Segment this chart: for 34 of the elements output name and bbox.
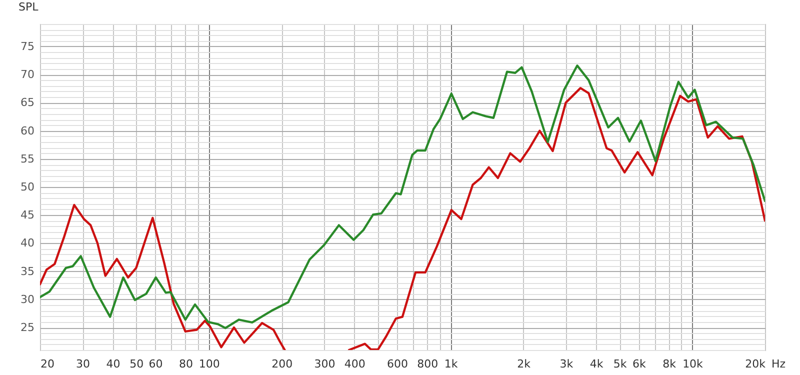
x-tick-label: 400 [344, 358, 366, 370]
x-tick-label: 100 [198, 358, 220, 370]
x-tick-label: 1k [444, 358, 458, 370]
x-axis-title: Hz [772, 358, 786, 370]
x-tick-label: 20 [40, 358, 54, 370]
x-tick-label: 600 [386, 358, 408, 370]
x-tick-label: 2k [517, 358, 532, 370]
y-axis-title: SPL [18, 0, 40, 14]
x-tick-label: 50 [130, 358, 144, 370]
x-tick-label: 800 [417, 358, 438, 370]
y-tick-label: 70 [20, 68, 34, 82]
x-tick-label: 300 [314, 358, 336, 370]
y-tick-label: 45 [20, 208, 34, 222]
x-tick-label: 200 [272, 358, 293, 370]
x-tick-label: 5k [613, 358, 628, 370]
y-tick-label: 55 [20, 152, 34, 166]
y-tick-label: 75 [20, 40, 34, 53]
x-tick-label: 80 [179, 358, 193, 370]
x-tick-label: 6k [632, 358, 646, 370]
x-tick-label: 4k [590, 358, 604, 370]
y-tick-label: 35 [20, 264, 34, 278]
x-tick-label: 40 [106, 358, 120, 370]
x-tick-label: 60 [148, 358, 163, 370]
y-tick-label: 40 [20, 236, 34, 250]
x-tick-label: 3k [560, 358, 574, 370]
y-tick-label: 30 [20, 292, 34, 306]
y-tick-label: 50 [20, 180, 34, 194]
x-tick-label: 10k [682, 358, 704, 370]
x-tick-label: 30 [76, 358, 90, 370]
y-tick-label: 65 [20, 96, 34, 110]
y-tick-label: 25 [20, 321, 34, 334]
x-tick-label: 8k [662, 358, 677, 370]
x-tick-label: 20k [745, 358, 766, 370]
y-tick-label: 60 [20, 124, 34, 138]
